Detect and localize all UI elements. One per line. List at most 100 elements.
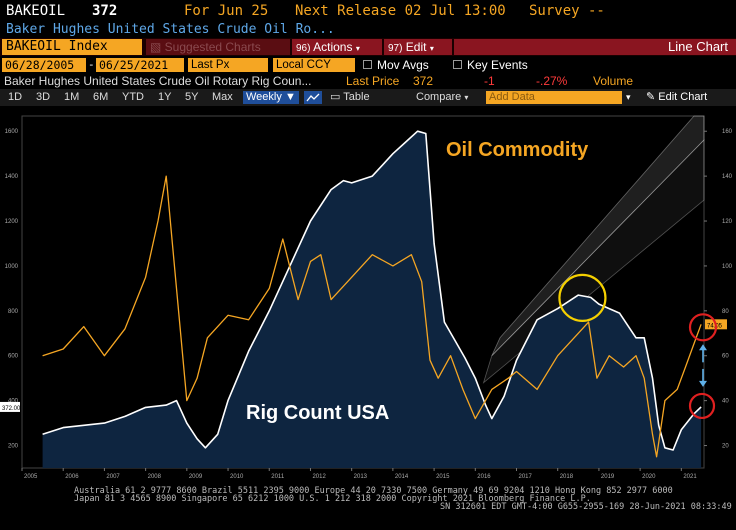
oil-commodity-line [42,175,702,458]
x-tick-label: 2017 [519,474,533,480]
left-tick-label: 1400 [5,174,19,180]
actions-menu[interactable]: 96) Actions ▾ [292,39,382,55]
series-legend: Baker Hughes United States Crude Oil Rot… [0,73,736,89]
x-tick-label: 2009 [189,474,203,480]
right-tick-label: 140 [722,174,733,180]
field-select[interactable]: Last Px [188,58,268,72]
legend-series-name: Baker Hughes United States Crude Oil Rot… [4,74,312,88]
mov-avgs-label: Mov Avgs [377,58,429,72]
left-last-value-box [0,401,20,412]
right-tick-label: 60 [722,354,729,360]
add-data-input[interactable]: Add Data [486,91,622,104]
volume-label: Volume [593,74,634,88]
x-tick-label: 2011 [271,474,285,480]
footer-line-1: Australia 61 2 9777 8600 Brazil 5511 239… [74,486,673,496]
end-date-input[interactable]: 06/25/2021 [96,58,184,72]
for-date: For Jun 25 [184,3,269,19]
chart-annotations: Oil Commodity Rig Count USA [246,139,718,424]
x-tick-label: 2014 [395,474,409,480]
left-last-value-label: 372.00 [2,406,21,412]
footer: Australia 61 2 9777 8600 Brazil 5511 239… [0,486,736,530]
period-1y[interactable]: 1Y [158,91,172,103]
left-tick-label: 200 [8,444,19,450]
start-date-input[interactable]: 06/28/2005 [2,58,86,72]
description-text: Baker Hughes United States Crude Oil Ro.… [6,22,335,37]
left-tick-label: 1200 [5,219,19,225]
ticker-symbol: BAKEOIL [6,3,66,19]
right-tick-label: 80 [722,309,729,315]
period-1d[interactable]: 1D [8,91,23,103]
actions-label: Actions [313,40,353,54]
x-tick-label: 2005 [24,474,38,480]
ticker-value: 372 [92,3,118,19]
arrow-up-head [699,344,707,351]
edit-label: Edit [405,40,427,54]
x-tick-label: 2010 [230,474,244,480]
currency-select[interactable]: Local CCY [273,58,355,72]
x-tick-label: 2016 [477,474,491,480]
rig-latest-circle [688,392,716,420]
add-data-dropdown-icon[interactable]: ▾ [626,92,631,102]
frequency-label: Weekly [246,91,282,103]
pencil-icon: ✎ [646,91,659,103]
x-tick-label: 2015 [436,474,450,480]
date-separator: - [88,58,95,71]
suggested-charts-button[interactable]: ▧ Suggested Charts [146,39,290,55]
period-3d[interactable]: 3D [36,91,51,103]
survey: Survey -- [529,3,605,19]
left-tick-label: 800 [8,309,19,315]
chart-settings: 06/28/2005 - 06/25/2021 Last Px Local CC… [0,57,736,73]
key-events-label: Key Events [467,58,528,72]
period-6m[interactable]: 6M [93,91,109,103]
security-input[interactable]: BAKEOIL Index [2,39,142,55]
x-tick-label: 2013 [354,474,368,480]
right-tick-label: 40 [722,399,729,405]
edit-chart-button[interactable]: ✎ Edit Chart [646,91,707,104]
change-value: -1 [484,74,495,88]
edit-menu[interactable]: 97) Edit ▾ [384,39,452,55]
peak-highlight-circle [558,273,607,322]
period-5y[interactable]: 5Y [185,91,199,103]
compare-menu[interactable]: Compare ▾ [416,91,468,104]
table-icon: ▭ [330,91,344,103]
key-events-checkbox[interactable] [453,60,462,69]
x-tick-label: 2019 [601,474,615,480]
period-bar: 1D 3D 1M 6M YTD 1Y 5Y Max Weekly ▼ ▭ Tab… [0,89,736,106]
left-tick-label: 1600 [5,129,19,135]
x-tick-label: 2018 [560,474,574,480]
x-tick-label: 2020 [642,474,656,480]
line-style-button[interactable] [304,91,322,104]
right-tick-label: 100 [722,264,733,270]
line-chart[interactable]: 2005 2006 2007 2008 2009 2010 2011 2012 2013 2014… [0,106,736,487]
x-tick-label: 2021 [683,474,697,480]
x-tick-label: 2012 [312,474,326,480]
add-data-placeholder: Add Data [489,91,535,103]
x-tick-label: 2006 [65,474,79,480]
x-tick-label: 2007 [106,474,120,480]
edit-chart-label: Edit Chart [658,91,708,103]
chart-icon: ▧ [150,40,165,54]
dropdown-arrow-icon: ▾ [429,44,434,53]
security-input-value: BAKEOIL Index [6,39,108,54]
ticker-header: BAKEOIL 372 For Jun 25 Next Release 02 J… [0,0,736,22]
last-price-value: 372 [413,74,434,88]
compare-label: Compare [416,91,462,103]
frequency-select[interactable]: Weekly ▼ [243,91,299,104]
period-1m[interactable]: 1M [64,91,80,103]
period-max[interactable]: Max [212,91,233,103]
table-label: Table [343,91,370,103]
annotation-rig-count: Rig Count USA [246,402,389,424]
right-tick-label: 120 [722,219,733,225]
dropdown-arrow-icon: ▼ [284,91,296,103]
left-tick-label: 400 [8,399,19,405]
footer-line-2: Japan 81 3 4565 8900 Singapore 65 6212 1… [74,494,591,504]
table-button[interactable]: ▭ Table [330,91,370,104]
change-pct-value: -.27% [536,74,568,88]
chart-type-title: Line Chart [454,39,736,55]
right-tick-label: 160 [722,129,733,135]
period-ytd[interactable]: YTD [122,91,144,103]
line-chart-icon [306,93,320,102]
right-tick-label: 20 [722,444,729,450]
mov-avgs-checkbox[interactable] [363,60,372,69]
arrow-down-head [699,380,707,387]
